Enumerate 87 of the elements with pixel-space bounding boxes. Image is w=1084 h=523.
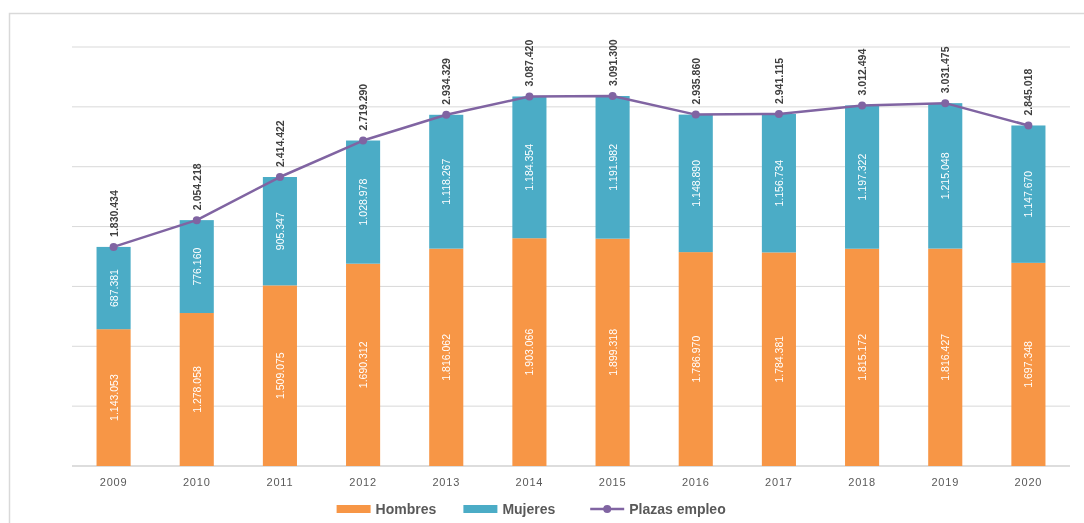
x-tick-label: 2017 (765, 476, 793, 488)
data-label: 2.935.860 (689, 57, 702, 105)
bar (1011, 125, 1046, 263)
bar (96, 329, 131, 466)
data-label: 1.148.890 (689, 159, 702, 207)
data-label: 1.215.048 (939, 152, 952, 200)
bar (928, 248, 963, 466)
data-label: 1.147.670 (1022, 170, 1035, 218)
data-label: 1.830.434 (107, 190, 120, 237)
x-tick-label: 2020 (1014, 476, 1043, 488)
data-label: 3.087.420 (523, 39, 536, 87)
data-label: 1.191.982 (606, 143, 619, 191)
bar (928, 103, 963, 249)
data-label: 687.381 (107, 268, 120, 308)
bar (429, 114, 464, 249)
bar (179, 313, 214, 466)
data-label: 1.784.381 (772, 335, 785, 383)
x-tick-label: 2013 (432, 476, 461, 488)
data-label: 1.786.970 (689, 335, 702, 383)
x-tick-label: 2019 (931, 476, 960, 488)
data-label: 776.160 (190, 247, 203, 286)
x-tick-label: 2018 (848, 476, 876, 488)
bar (845, 105, 880, 249)
data-label: 1.816.062 (440, 333, 453, 381)
bar (346, 263, 381, 466)
legend-label: Mujeres (502, 501, 556, 517)
data-label: 3.091.300 (606, 39, 619, 86)
data-label: 2.054.218 (190, 163, 203, 211)
bar (346, 140, 381, 264)
data-label: 905.347 (273, 212, 286, 251)
bar (262, 177, 297, 286)
data-label: 1.028.978 (357, 178, 370, 226)
data-label: 1.815.172 (856, 333, 869, 381)
data-label: 1.697.348 (1022, 340, 1035, 388)
bar (96, 246, 131, 330)
point (442, 110, 451, 119)
data-label: 1.903.066 (523, 328, 536, 376)
point (691, 110, 700, 119)
point (275, 173, 284, 182)
x-tick-label: 2014 (515, 476, 544, 488)
bar (512, 238, 547, 466)
point (858, 101, 867, 110)
x-tick-label: 2009 (99, 476, 128, 488)
bar (262, 285, 297, 466)
point (109, 242, 118, 251)
bar (179, 220, 214, 314)
x-tick-label: 2015 (598, 476, 627, 488)
data-label: 1.197.322 (856, 153, 869, 201)
data-label: 1.278.058 (190, 366, 203, 413)
x-tick-label: 2016 (681, 476, 710, 488)
data-label: 1.509.075 (273, 352, 286, 400)
data-label: 3.031.475 (939, 46, 952, 94)
point (192, 216, 201, 225)
bar (761, 113, 796, 253)
bar (678, 114, 713, 253)
point (941, 99, 950, 108)
bar (678, 252, 713, 466)
data-label: 1.143.053 (107, 374, 120, 421)
data-label: 1.899.318 (606, 328, 619, 376)
data-label: 2.719.290 (357, 83, 370, 131)
bar (761, 252, 796, 466)
point (608, 92, 617, 100)
point (774, 109, 783, 118)
x-tick-label: 2010 (182, 476, 211, 488)
data-label: 1.816.427 (939, 333, 952, 381)
point (1024, 121, 1033, 130)
bar (595, 238, 630, 466)
point (525, 92, 534, 101)
bar (1011, 262, 1046, 466)
point (359, 136, 368, 145)
data-label: 3.012.494 (856, 48, 869, 96)
data-label: 2.845.018 (1022, 68, 1035, 116)
x-tick-label: 2011 (266, 476, 294, 488)
x-tick-label: 2012 (349, 476, 377, 488)
bar (429, 248, 464, 466)
data-label: 2.941.115 (772, 57, 785, 104)
bar (595, 96, 630, 239)
bar (845, 248, 880, 466)
data-label: 2.414.422 (273, 120, 286, 168)
legend-label: Plazas empleo (629, 501, 726, 517)
data-label: 2.934.329 (440, 57, 453, 105)
data-label: 1.156.734 (772, 159, 785, 207)
data-label: 1.184.354 (523, 143, 536, 191)
data-label: 1.118.267 (440, 158, 453, 205)
data-label: 1.690.312 (357, 341, 370, 389)
legend-label: Hombres (375, 501, 437, 517)
bar (512, 96, 547, 239)
